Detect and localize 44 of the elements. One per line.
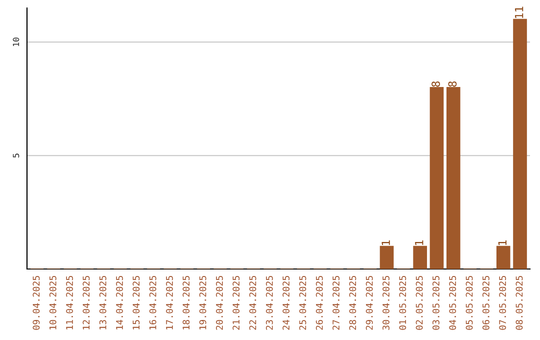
x-tick-label: 26.04.2025 [316, 276, 323, 330]
x-tick-label: 28.04.2025 [349, 276, 356, 330]
x-tick-label: 06.05.2025 [482, 276, 490, 330]
x-tick-label: 19.04.2025 [199, 276, 206, 330]
x-tick-label: 14.04.2025 [116, 276, 123, 330]
x-tick-label: 01.05.2025 [399, 276, 406, 330]
x-tick-label: 15.04.2025 [132, 276, 140, 330]
x-tick-label: 21.04.2025 [232, 276, 240, 330]
data-label: 1 [498, 240, 506, 245]
data-label: 8 [432, 81, 440, 87]
bar [413, 246, 427, 269]
x-tick-label: 27.04.2025 [332, 276, 340, 330]
x-tick-label: 16.04.2025 [149, 276, 156, 330]
data-label: 8 [448, 81, 457, 87]
x-tick-label: 02.05.2025 [416, 276, 423, 330]
x-tick-label: 11.04.2025 [66, 276, 73, 330]
data-label: 1 [382, 240, 390, 245]
x-tick-label: 07.05.2025 [499, 276, 506, 330]
data-label: 11 [515, 6, 524, 18]
x-tick-label: 20.04.2025 [216, 276, 223, 330]
x-tick-label: 05.05.2025 [466, 276, 473, 330]
x-tick-label: 25.04.2025 [299, 276, 306, 330]
x-tick-label: 23.04.2025 [266, 276, 273, 330]
x-tick-label: 03.05.2025 [432, 276, 440, 330]
x-tick-label: 24.04.2025 [282, 276, 290, 330]
x-tick-label: 18.04.2025 [182, 276, 190, 330]
x-tick-label: 04.05.2025 [449, 276, 456, 330]
bar [496, 246, 510, 269]
y-tick-label: 10 [12, 38, 20, 46]
bar [446, 87, 460, 269]
x-tick-label: 10.04.2025 [49, 276, 56, 330]
x-tick-label: 13.04.2025 [99, 276, 106, 330]
x-tick-label: 22.04.2025 [249, 276, 256, 330]
x-tick-label: 09.04.2025 [32, 276, 40, 330]
x-tick-label: 12.04.2025 [82, 276, 90, 330]
x-tick-label: 08.05.2025 [516, 276, 523, 330]
y-tick-label: 5 [12, 154, 20, 158]
x-tick-label: 29.04.2025 [366, 276, 373, 330]
bar [430, 87, 444, 269]
x-tick-label: 17.04.2025 [166, 276, 173, 330]
x-tick-label: 30.04.2025 [382, 276, 390, 330]
data-label: 1 [415, 240, 424, 245]
bar [513, 18, 527, 269]
bar [380, 246, 394, 269]
